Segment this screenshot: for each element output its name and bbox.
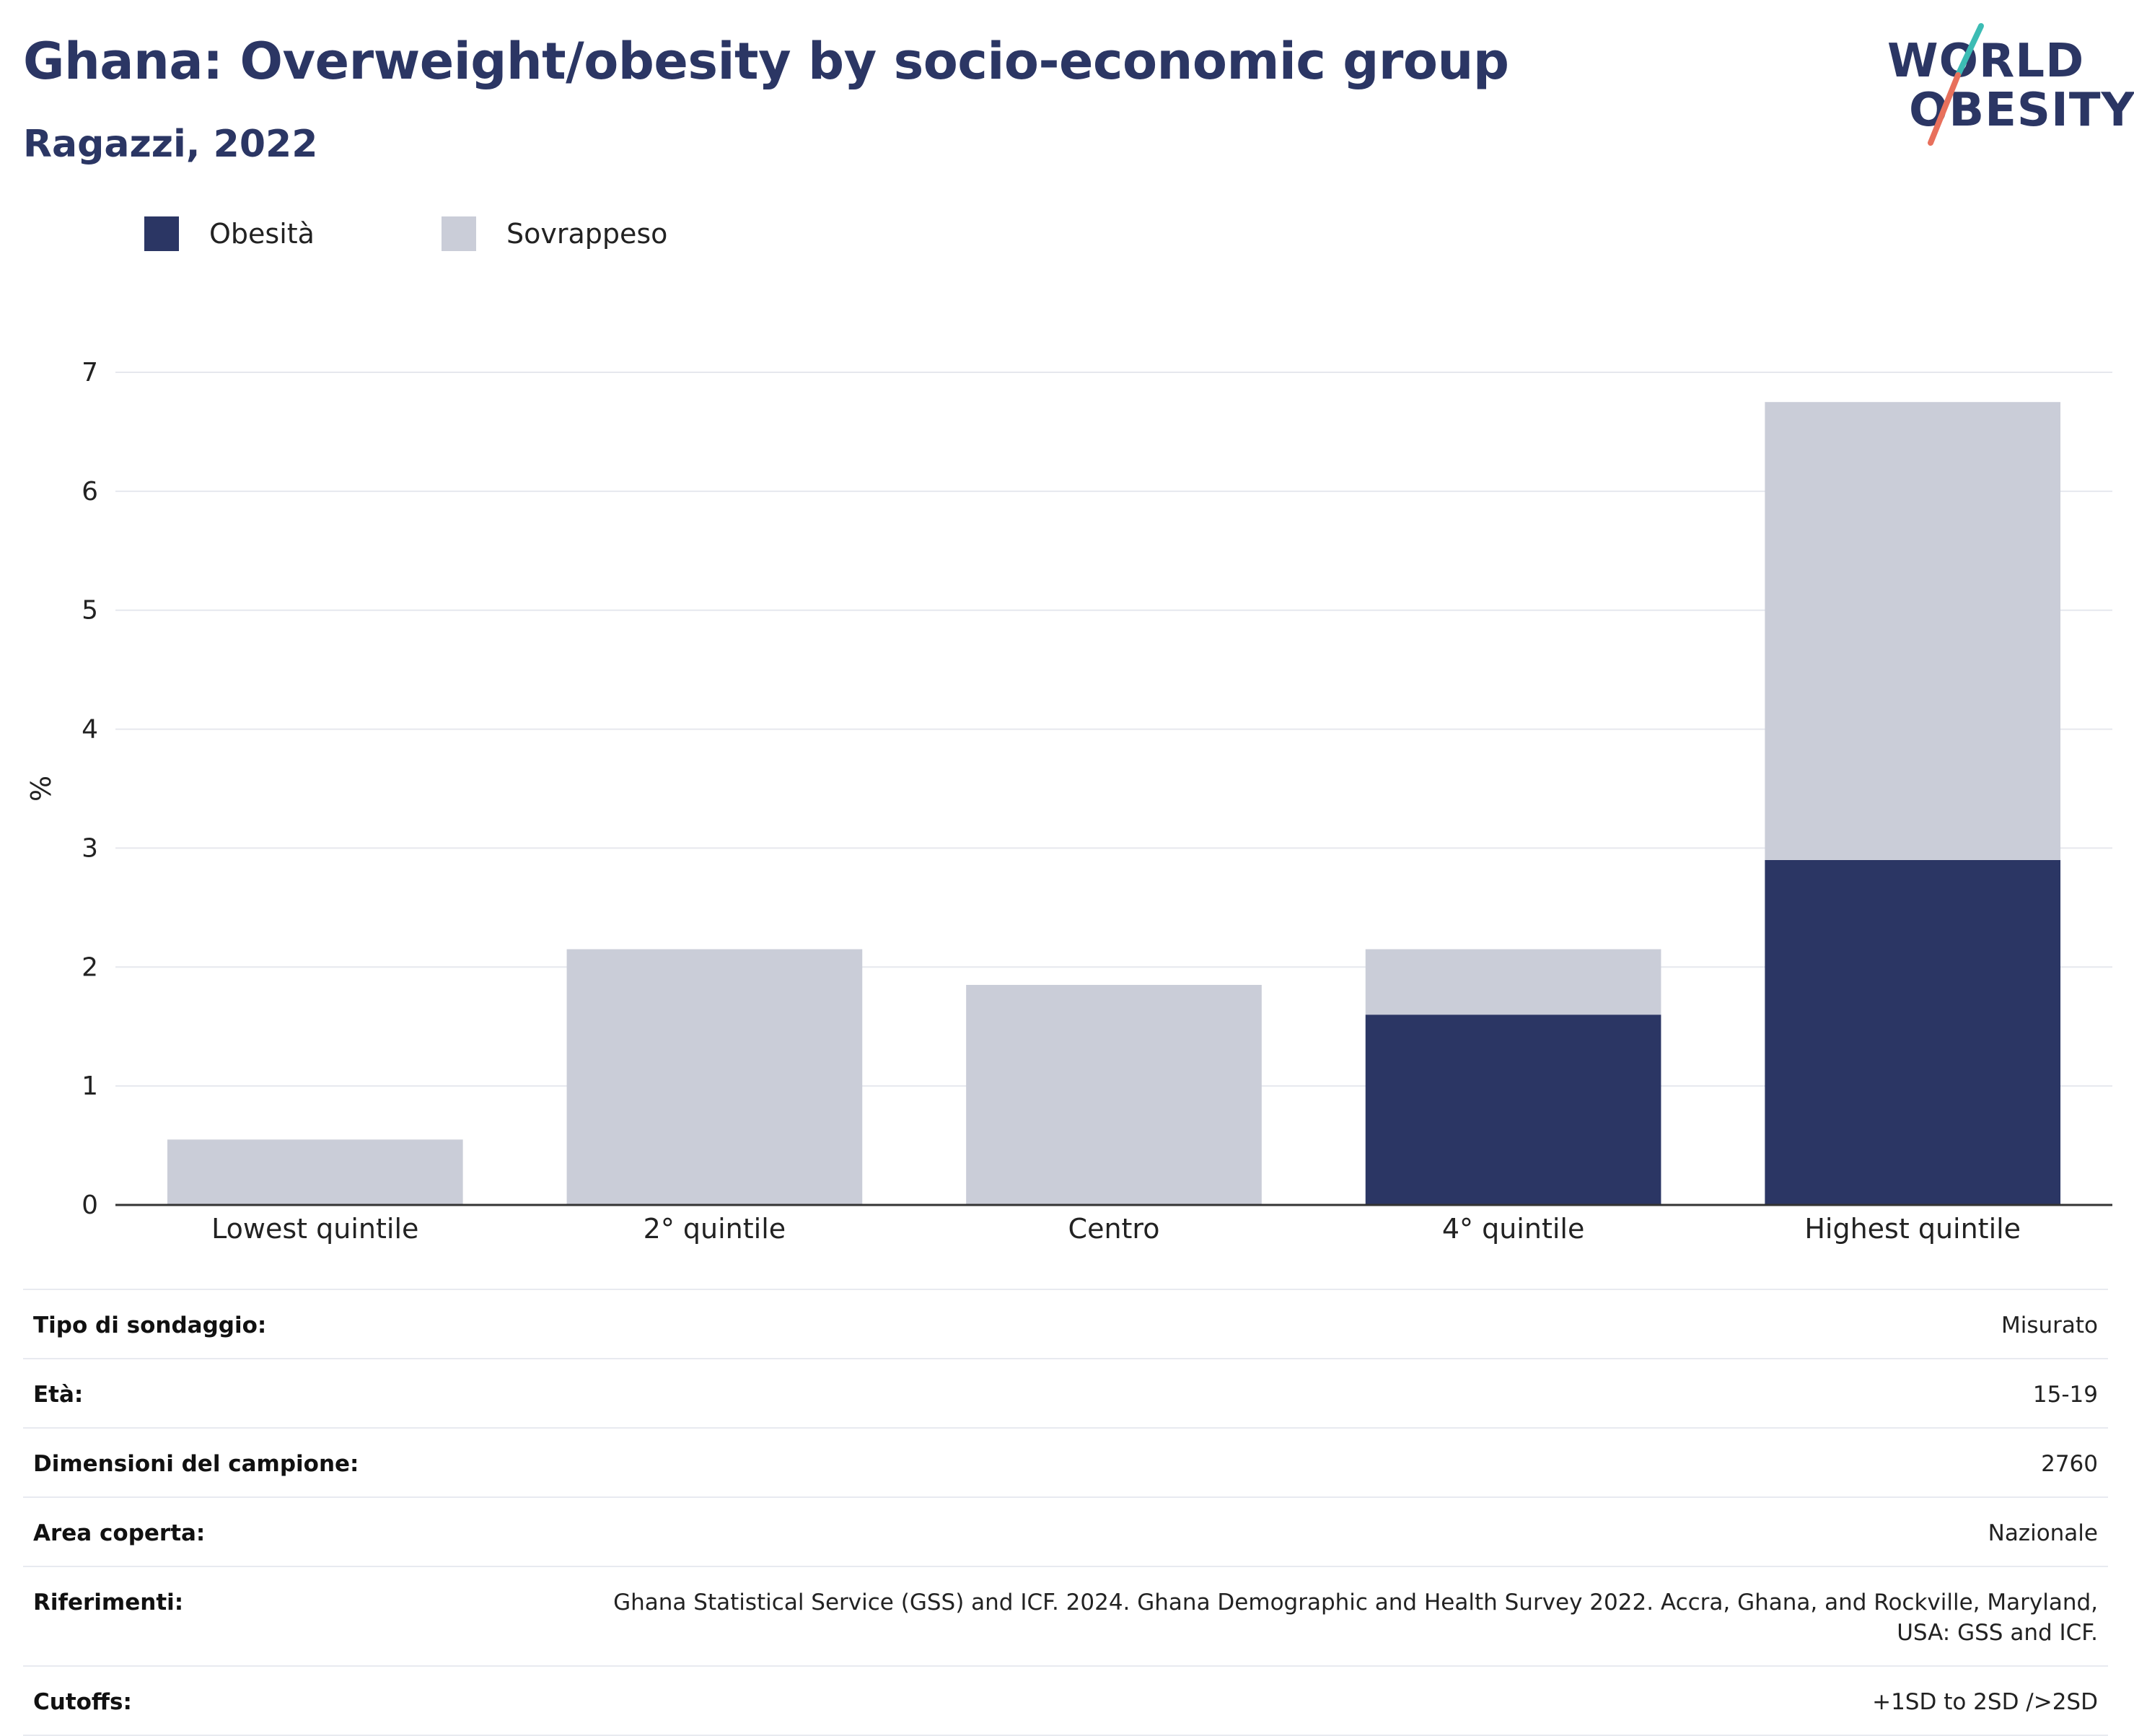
info-value: 15-19 [2032,1382,2098,1408]
info-row-references: Riferimenti: Ghana Statistical Service (… [23,1566,2108,1665]
y-axis-title: % [25,776,57,802]
info-value: 2760 [2041,1451,2098,1477]
info-row-age: Età: 15-19 [23,1358,2108,1427]
info-value: Nazionale [1988,1520,2098,1546]
y-tick-label: 0 [82,1191,98,1220]
legend-swatch-overweight [442,216,476,251]
survey-info-table: Tipo di sondaggio: Misurato Età: 15-19 D… [23,1289,2108,1736]
info-value: Ghana Statistical Service (GSS) and ICF.… [613,1590,2098,1646]
y-tick-label: 4 [82,715,98,745]
y-tick-label: 1 [82,1071,98,1101]
x-tick-label: 4° quintile [1442,1213,1585,1245]
info-row-survey-type: Tipo di sondaggio: Misurato [23,1289,2108,1358]
info-label: Dimensioni del campione: [33,1451,359,1477]
legend-item-obesity[interactable]: Obesità [144,214,315,254]
info-label: Area coperta: [33,1520,206,1546]
info-row-sample-size: Dimensioni del campione: 2760 [23,1427,2108,1496]
info-value: Misurato [2001,1312,2098,1338]
logo-slash-icon [1928,23,1984,146]
y-tick-label: 3 [82,833,98,863]
legend-label-overweight: Sovrappeso [506,218,668,250]
bar-overweight [1765,402,2061,860]
info-label: Cutoffs: [33,1689,132,1715]
bar-obesity [1765,859,2061,1205]
y-tick-label: 2 [82,952,98,982]
legend-item-overweight[interactable]: Sovrappeso [442,214,667,254]
bar-overweight [566,949,863,1205]
info-row-area: Area coperta: Nazionale [23,1496,2108,1566]
info-label: Riferimenti: [33,1590,184,1616]
bar-chart: 0 1 2 3 4 5 6 7% Lowest quintile 2° quintile Centr… [25,358,2112,1245]
info-row-cutoffs: Cutoffs: +1SD to 2SD />2SD [23,1665,2108,1736]
legend-swatch-obesity [144,216,179,251]
info-label: Età: [33,1382,84,1408]
info-value: +1SD to 2SD />2SD [1872,1689,2098,1715]
chart-title: Ghana: Overweight/obesity by socio-econo… [23,32,1509,91]
y-tick-label: 7 [82,358,98,387]
world-obesity-logo: WORLD OBESITY [1883,20,2134,150]
x-tick-label: Highest quintile [1804,1213,2021,1245]
bar-overweight [167,1139,463,1205]
x-tick-label: Centro [1068,1213,1160,1245]
logo-word-world: WORLD [1887,35,2085,88]
info-label: Tipo di sondaggio: [33,1312,267,1338]
y-tick-label: 5 [82,596,98,626]
bar-obesity [1365,1014,1661,1205]
y-tick-label: 6 [82,477,98,507]
bar-overweight [1365,949,1661,1015]
chart-subtitle: Ragazzi, 2022 [23,123,318,166]
x-tick-label: 2° quintile [644,1213,786,1245]
legend-label-obesity: Obesità [209,218,315,250]
bar-overweight [966,985,1262,1205]
x-tick-label: Lowest quintile [211,1213,418,1245]
